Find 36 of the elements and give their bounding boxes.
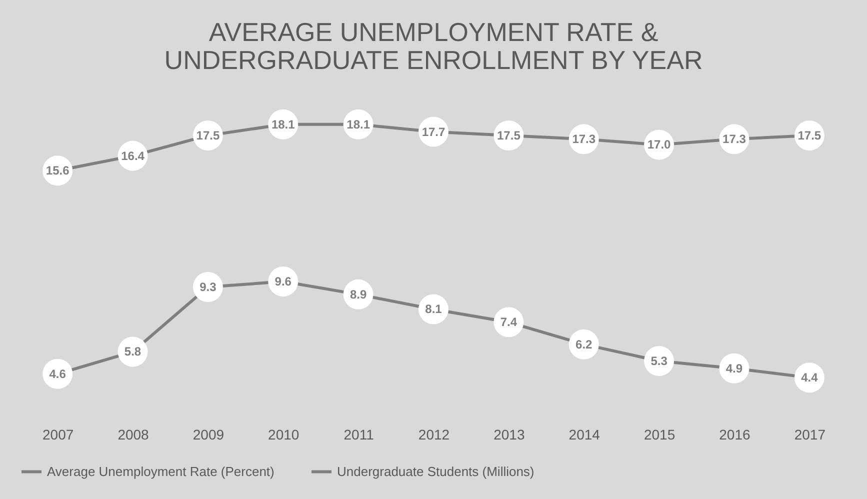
legend-label: Undergraduate Students (Millions): [337, 464, 534, 479]
x-tick-label: 2013: [494, 426, 525, 442]
data-label: 9.6: [274, 274, 292, 288]
x-tick-label: 2012: [418, 426, 450, 442]
data-label: 17.7: [422, 124, 446, 139]
data-label: 17.5: [196, 128, 220, 142]
data-label: 4.9: [726, 361, 743, 376]
data-label: 5.3: [650, 354, 668, 368]
data-label: 8.1: [425, 302, 442, 316]
x-tick-label: 2009: [192, 426, 224, 442]
x-tick-label: 2007: [42, 426, 74, 442]
data-label: 15.6: [46, 164, 70, 178]
data-label: 17.3: [722, 132, 746, 146]
x-tick-label: 2014: [568, 426, 600, 442]
data-label: 18.1: [271, 117, 296, 132]
data-label: 17.5: [497, 128, 521, 142]
x-tick-label: 2017: [794, 426, 826, 442]
x-tick-label: 2011: [344, 426, 374, 442]
data-label: 8.9: [350, 287, 367, 302]
data-label: 9.3: [200, 280, 217, 294]
data-label: 6.2: [576, 337, 593, 352]
x-tick-label: 2016: [719, 426, 751, 442]
data-label: 17.0: [647, 138, 672, 152]
x-tick-label: 2015: [644, 426, 676, 442]
data-label: 17.5: [798, 128, 822, 142]
data-label: 7.4: [500, 315, 518, 330]
data-label: 4.4: [801, 370, 818, 385]
x-tick-label: 2008: [118, 426, 150, 442]
data-label: 4.6: [49, 366, 66, 381]
chart-title: AVERAGE UNEMPLOYMENT RATE & UNDERGRADUATE ENROLLMENT BY YEAR: [164, 17, 703, 75]
legend-label: Average Unemployment Rate (Percent): [47, 464, 274, 479]
x-tick-label: 2010: [268, 426, 300, 442]
data-label: 17.3: [572, 132, 596, 146]
data-label: 16.4: [121, 148, 145, 163]
data-label: 5.8: [124, 344, 142, 359]
data-label: 18.1: [346, 117, 370, 132]
